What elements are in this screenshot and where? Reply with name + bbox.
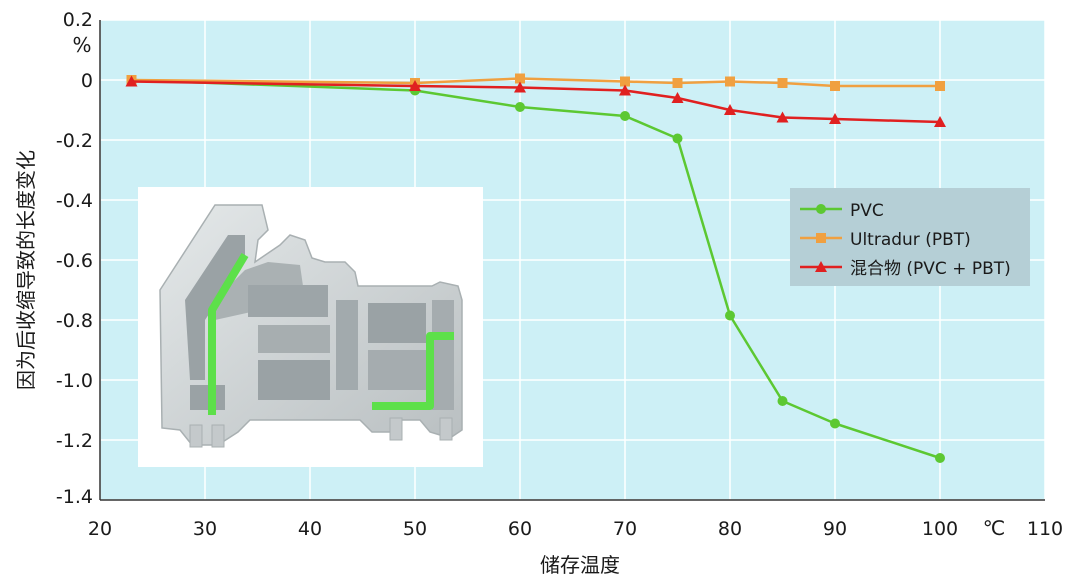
series-layer [125, 73, 946, 463]
data-point [935, 453, 945, 463]
legend: PVC Ultradur (PBT) 混合物 (PVC + PBT) [790, 188, 1030, 286]
x-unit-label: ℃ [983, 516, 1005, 540]
x-tick-label: 20 [88, 518, 112, 540]
legend-item-pvc: PVC [800, 201, 884, 221]
data-point [725, 310, 735, 321]
x-tick-label: 100 [922, 518, 958, 540]
y-tick-label: -1.2 [56, 430, 93, 452]
data-point [672, 78, 683, 88]
x-tick-label: 30 [193, 518, 217, 540]
y-tick-label: -0.6 [56, 250, 93, 272]
y-tick-label: 0 [81, 70, 93, 92]
data-point [514, 81, 526, 93]
legend-item-blend: 混合物 (PVC + PBT) [800, 259, 1011, 279]
inset-profile-image [138, 187, 483, 467]
y-tick-labels: 0.2 0 -0.2 -0.4 -0.6 -0.8 -1.0 -1.2 -1.4 [56, 9, 93, 508]
data-point [777, 78, 788, 88]
data-point [619, 84, 631, 96]
data-point [777, 396, 788, 406]
x-tick-label: 60 [508, 518, 532, 540]
data-point [830, 418, 840, 429]
x-axis-title: 储存温度 [540, 553, 620, 577]
data-point [725, 76, 735, 87]
x-tick-label: 40 [298, 518, 322, 540]
x-tick-labels: 20 30 40 50 60 70 80 90 100 110 [88, 518, 1063, 540]
data-point [776, 111, 789, 123]
series-2 [125, 75, 946, 127]
x-tick-label: 90 [823, 518, 847, 540]
x-tick-label: 50 [403, 518, 427, 540]
axes [99, 20, 1045, 501]
data-point [672, 133, 683, 144]
legend-item-pbt: Ultradur (PBT) [800, 230, 971, 250]
legend-label-blend: 混合物 (PVC + PBT) [850, 259, 1011, 279]
y-tick-label: -0.2 [56, 130, 93, 152]
legend-label-pbt: Ultradur (PBT) [850, 230, 971, 250]
legend-label-pvc: PVC [850, 201, 884, 221]
data-point [829, 113, 841, 124]
x-tick-label: 80 [718, 518, 742, 540]
data-point [409, 80, 421, 91]
y-tick-label: -1.0 [56, 370, 93, 392]
data-point [125, 75, 138, 87]
data-point [724, 104, 736, 115]
y-unit-label: % [72, 33, 91, 57]
data-point [671, 92, 684, 103]
data-point [515, 73, 525, 84]
data-point [934, 116, 946, 127]
window-profile-cross-section-icon [159, 204, 463, 448]
data-point [620, 111, 630, 121]
y-tick-label: -0.8 [56, 310, 93, 332]
x-tick-label: 110 [1027, 518, 1063, 540]
data-point [620, 76, 630, 87]
data-point [830, 81, 840, 91]
y-tick-label: 0.2 [63, 9, 93, 31]
x-tick-label: 70 [613, 518, 637, 540]
data-point [515, 102, 525, 112]
y-tick-label: -0.4 [56, 190, 93, 212]
y-tick-label: -1.4 [56, 486, 93, 508]
y-axis-title: 因为后收缩导致的长度变化 [14, 150, 38, 390]
data-point [935, 81, 945, 91]
